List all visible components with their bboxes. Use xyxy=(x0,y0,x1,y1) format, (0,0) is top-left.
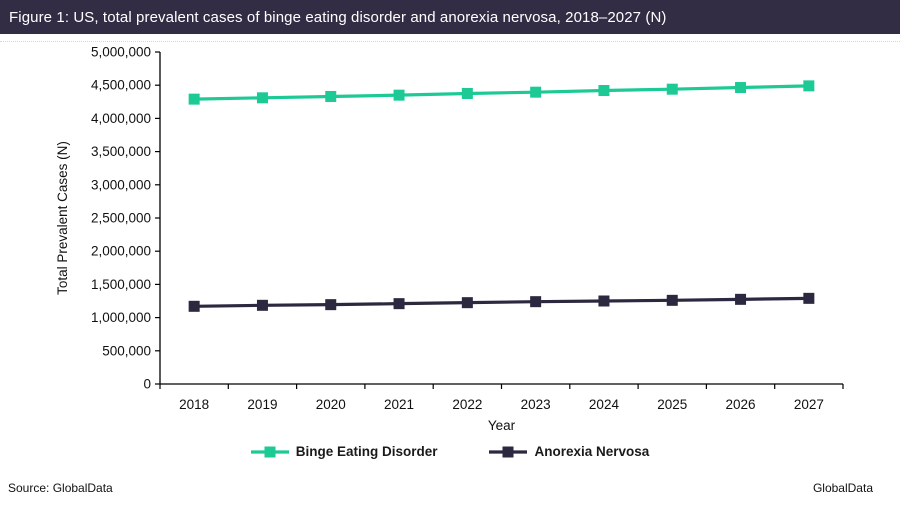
legend-label-binge-eating-disorder: Binge Eating Disorder xyxy=(295,444,438,459)
svg-text:2022: 2022 xyxy=(452,397,482,412)
legend-item-binge-eating-disorder: Binge Eating Disorder xyxy=(250,444,438,459)
svg-text:2020: 2020 xyxy=(316,397,346,412)
svg-text:2018: 2018 xyxy=(179,397,209,412)
legend-item-anorexia-nervosa: Anorexia Nervosa xyxy=(489,444,649,459)
legend-marker-binge-eating-disorder xyxy=(250,446,289,457)
legend-marker-anorexia-nervosa xyxy=(489,446,528,457)
svg-text:0: 0 xyxy=(143,377,151,392)
svg-text:2024: 2024 xyxy=(589,397,620,412)
svg-text:2,000,000: 2,000,000 xyxy=(91,244,151,259)
svg-text:4,500,000: 4,500,000 xyxy=(91,78,151,93)
svg-text:1,500,000: 1,500,000 xyxy=(91,277,151,292)
svg-text:2026: 2026 xyxy=(726,397,756,412)
line-chart: 0 500,000 1,000,000 1,500,000 2,000,000 2,500… xyxy=(55,45,844,433)
figure-title: Figure 1: US, total prevalent cases of b… xyxy=(9,8,667,26)
legend-label-anorexia-nervosa: Anorexia Nervosa xyxy=(534,444,650,459)
legend: Binge Eating Disorder Anorexia Nervosa xyxy=(0,444,900,459)
svg-text:1,000,000: 1,000,000 xyxy=(91,310,151,325)
svg-text:2019: 2019 xyxy=(247,397,277,412)
svg-text:4,000,000: 4,000,000 xyxy=(91,111,151,126)
svg-text:2021: 2021 xyxy=(384,397,414,412)
svg-text:2027: 2027 xyxy=(794,397,824,412)
svg-text:3,000,000: 3,000,000 xyxy=(91,177,151,192)
source-note: Source: GlobalData xyxy=(8,481,113,495)
svg-text:2025: 2025 xyxy=(657,397,687,412)
svg-text:5,000,000: 5,000,000 xyxy=(91,45,151,60)
svg-text:2023: 2023 xyxy=(521,397,551,412)
svg-text:2,500,000: 2,500,000 xyxy=(91,211,151,226)
chart-top-border xyxy=(0,41,900,42)
brand-mark: GlobalData xyxy=(812,481,873,495)
svg-text:Total Prevalent Cases (N): Total Prevalent Cases (N) xyxy=(55,141,70,295)
figure-title-bar: Figure 1: US, total prevalent cases of b… xyxy=(0,0,900,34)
svg-text:3,500,000: 3,500,000 xyxy=(91,144,151,159)
svg-text:500,000: 500,000 xyxy=(102,343,151,358)
svg-text:Year: Year xyxy=(488,418,516,433)
